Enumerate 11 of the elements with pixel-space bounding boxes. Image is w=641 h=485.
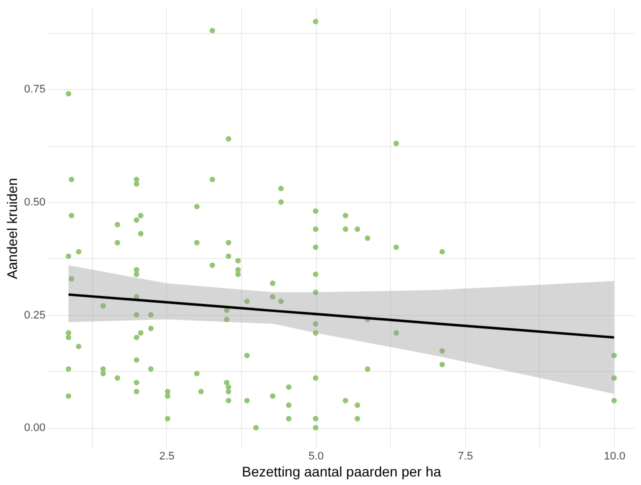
x-tick-label: 7.5 bbox=[458, 450, 474, 462]
x-axis-title: Bezetting aantal paarden per ha bbox=[242, 464, 442, 480]
x-tick-label: 2.5 bbox=[159, 450, 175, 462]
y-tick-label: 0.00 bbox=[24, 422, 46, 434]
y-tick-label: 0.25 bbox=[24, 309, 46, 322]
x-tick-label: 5.0 bbox=[308, 450, 324, 462]
x-tick-label: 10.0 bbox=[604, 450, 626, 462]
y-axis-title: Aandeel kruiden bbox=[4, 178, 20, 280]
y-tick-label: 0.75 bbox=[24, 84, 46, 96]
line-series bbox=[67, 293, 616, 339]
y-tick-label: 0.50 bbox=[24, 196, 46, 209]
